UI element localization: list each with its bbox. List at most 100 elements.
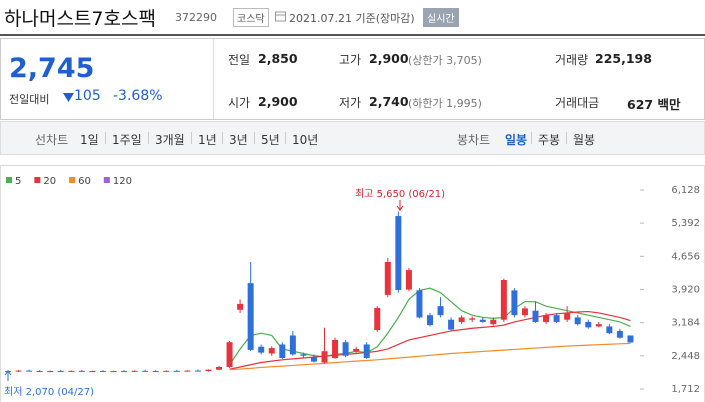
candle-body bbox=[511, 290, 518, 316]
change-label: 전일대비 bbox=[9, 93, 50, 106]
candle-body bbox=[237, 303, 244, 310]
candle-body bbox=[142, 370, 149, 372]
header-rule bbox=[0, 34, 705, 36]
candle-body bbox=[36, 371, 43, 373]
stat-label: 거래대금 bbox=[555, 96, 600, 110]
candle-body bbox=[289, 335, 296, 355]
candle-body bbox=[78, 370, 85, 372]
stat-value: 2,850 bbox=[258, 51, 298, 66]
tab-separator bbox=[148, 132, 149, 144]
candle-body bbox=[532, 310, 539, 322]
y-tick-label: 4,656 bbox=[671, 251, 700, 262]
candle-body bbox=[99, 371, 106, 373]
stat-value: 2,740 bbox=[369, 94, 409, 109]
candle-body bbox=[205, 369, 212, 372]
y-tick-label: 6,128 bbox=[671, 185, 700, 196]
y-tick-label: 5,392 bbox=[671, 218, 700, 229]
y-tick-label: 1,712 bbox=[671, 384, 700, 395]
candle-body bbox=[89, 371, 96, 373]
stat-note: (상한가 3,705) bbox=[408, 54, 482, 67]
candle-body bbox=[68, 370, 75, 372]
calendar-icon bbox=[275, 11, 286, 22]
period-tab[interactable]: 3개월 bbox=[155, 133, 185, 147]
period-tab[interactable]: 3년 bbox=[229, 133, 248, 147]
candle-body bbox=[163, 370, 170, 372]
tab-bar bbox=[0, 121, 705, 155]
candle-body bbox=[574, 317, 581, 325]
candle-body bbox=[616, 330, 623, 338]
candle-body bbox=[405, 270, 412, 290]
candle-body bbox=[300, 354, 307, 356]
candle-body bbox=[384, 262, 391, 295]
stat-label: 전일 bbox=[228, 53, 251, 67]
y-tick-label: 3,184 bbox=[671, 318, 700, 329]
period-tab[interactable]: 1주일 bbox=[112, 133, 142, 147]
candle-body bbox=[374, 307, 381, 331]
current-price: 2,745 bbox=[9, 53, 95, 84]
candle-body bbox=[500, 280, 507, 320]
tab-separator bbox=[566, 132, 567, 144]
candle-body bbox=[595, 324, 602, 327]
candle-body bbox=[458, 317, 465, 322]
ma-line bbox=[229, 342, 631, 371]
candle-body bbox=[152, 371, 159, 373]
stat-label: 고가 bbox=[339, 53, 362, 67]
tab-separator bbox=[285, 132, 286, 144]
legend-label: 60 bbox=[78, 176, 91, 187]
candle-body bbox=[427, 315, 433, 326]
candle-tab[interactable]: 주봉 bbox=[538, 133, 561, 147]
candle-tab[interactable]: 월봉 bbox=[573, 133, 596, 147]
candle-tab[interactable]: 일봉 bbox=[505, 133, 528, 147]
ma-line bbox=[229, 310, 631, 370]
candle-body bbox=[521, 308, 528, 316]
candle-body bbox=[110, 371, 117, 373]
market-badge: 코스닥 bbox=[233, 8, 269, 27]
stat-label: 시가 bbox=[228, 96, 251, 110]
legend-swatch bbox=[6, 177, 12, 183]
candle-body bbox=[47, 371, 54, 373]
candle-body bbox=[553, 315, 560, 322]
candle-body bbox=[15, 370, 22, 372]
candle-body bbox=[395, 216, 402, 290]
candle-body bbox=[469, 318, 476, 320]
low-annotation: 최저 2,070 (04/27) bbox=[4, 386, 94, 398]
period-tab[interactable]: 1일 bbox=[80, 133, 99, 147]
down-arrow bbox=[63, 93, 74, 102]
legend-swatch bbox=[34, 177, 41, 183]
low-arrow bbox=[4, 370, 12, 381]
legend-label: 5 bbox=[15, 176, 21, 187]
high-arrow bbox=[396, 200, 404, 211]
candle-body bbox=[490, 319, 497, 325]
candle-body bbox=[448, 319, 455, 330]
y-tick-label: 2,448 bbox=[671, 351, 700, 362]
y-tick-label: 3,920 bbox=[671, 285, 700, 296]
tab-group-label: 선차트 bbox=[35, 133, 69, 147]
stock-code: 372290 bbox=[175, 11, 217, 24]
tab-separator bbox=[222, 132, 223, 144]
candle-body bbox=[627, 335, 634, 343]
legend-swatch bbox=[103, 177, 110, 183]
stat-value: 2,900 bbox=[369, 51, 409, 66]
period-tab[interactable]: 1년 bbox=[198, 133, 217, 147]
candle-body bbox=[184, 370, 191, 372]
tab-separator bbox=[105, 132, 106, 144]
period-tab[interactable]: 10년 bbox=[292, 133, 319, 147]
base-date: 2021.07.21 기준(장마감) bbox=[289, 12, 415, 25]
realtime-button[interactable]: 실시간 bbox=[423, 8, 459, 27]
stat-value: 2,900 bbox=[258, 94, 298, 109]
candle-body bbox=[416, 290, 423, 318]
candle-body bbox=[279, 344, 286, 358]
candle-body bbox=[479, 319, 486, 322]
chart-frame bbox=[0, 165, 705, 402]
candle-body bbox=[268, 348, 275, 354]
change-amount: 105 bbox=[74, 88, 101, 104]
candle-body bbox=[57, 371, 64, 373]
high-annotation: 최고 5,650 (06/21) bbox=[355, 188, 445, 200]
candle-body bbox=[437, 306, 444, 316]
period-tab[interactable]: 5년 bbox=[261, 133, 280, 147]
candle-body bbox=[121, 371, 128, 373]
tab-separator bbox=[531, 132, 532, 144]
stock-title: 하나머스트7호스팩 bbox=[4, 8, 156, 30]
stat-note: (하한가 1,995) bbox=[408, 97, 482, 110]
